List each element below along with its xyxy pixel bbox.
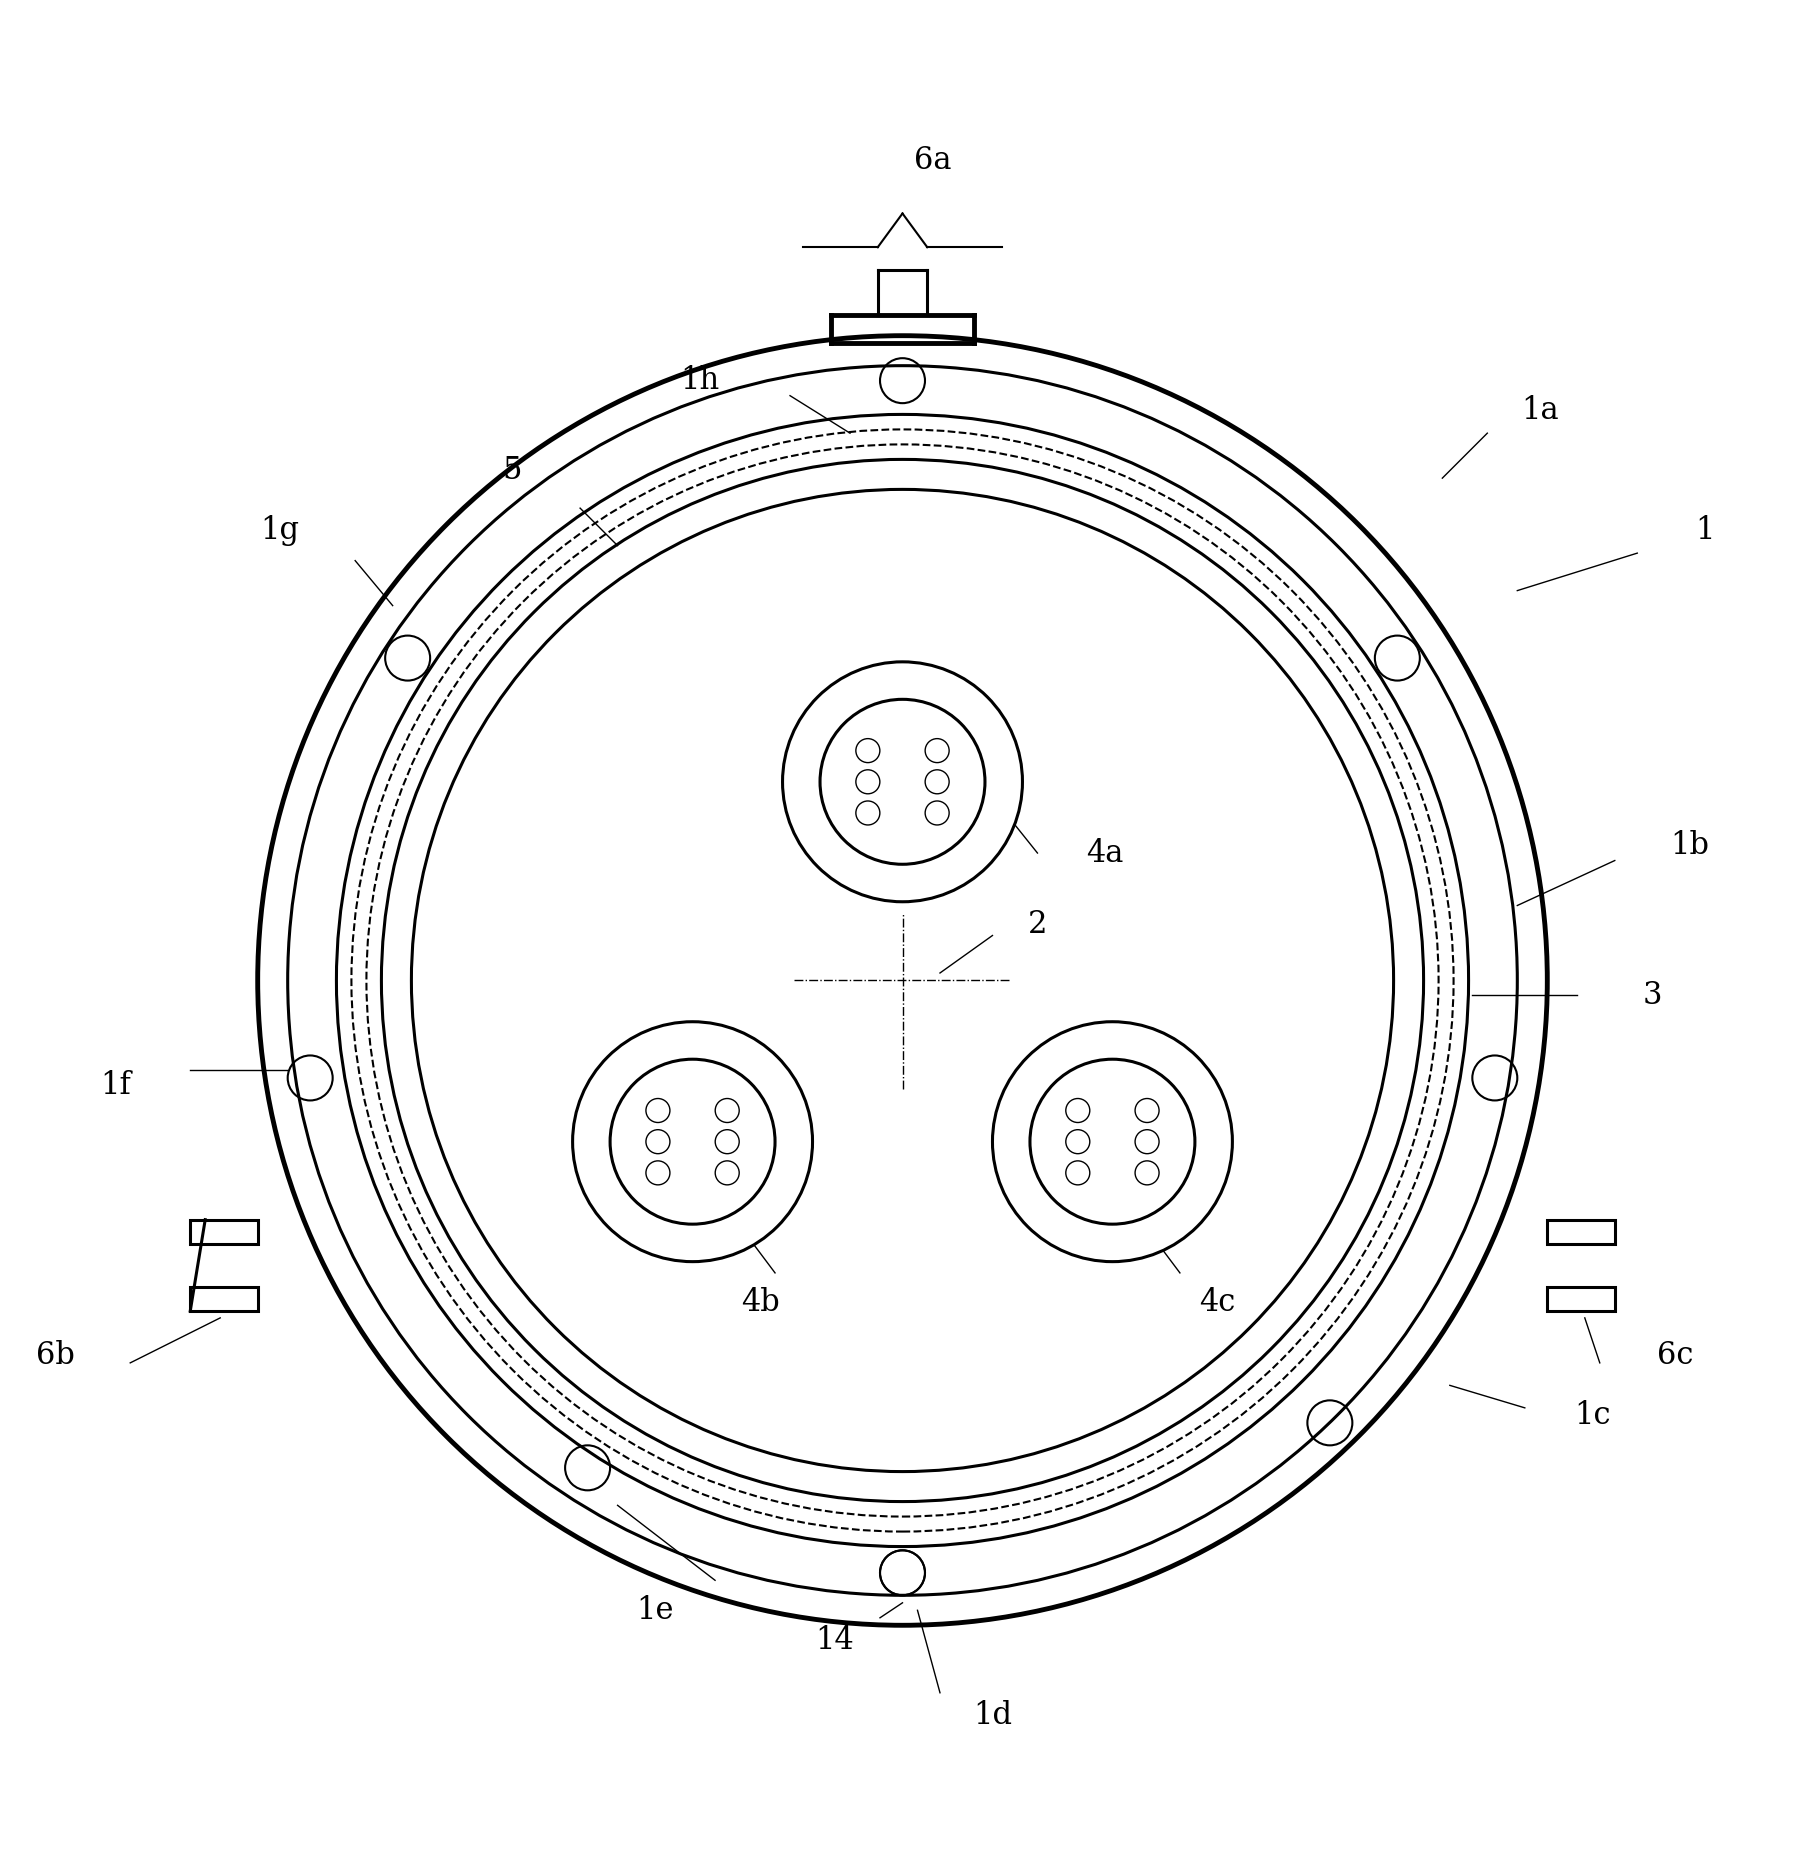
Polygon shape xyxy=(190,1220,258,1244)
Text: 6a: 6a xyxy=(913,146,951,176)
Text: 4b: 4b xyxy=(740,1287,780,1319)
Text: 1a: 1a xyxy=(1522,395,1558,427)
Circle shape xyxy=(715,1098,740,1123)
Circle shape xyxy=(926,769,949,793)
Circle shape xyxy=(926,801,949,825)
Text: 1h: 1h xyxy=(680,365,720,397)
Text: 3: 3 xyxy=(1643,980,1662,1010)
Text: 14: 14 xyxy=(816,1624,854,1656)
Text: 4c: 4c xyxy=(1199,1287,1236,1319)
Circle shape xyxy=(926,739,949,763)
Text: 1g: 1g xyxy=(260,515,300,546)
Circle shape xyxy=(1135,1098,1159,1123)
Text: 1: 1 xyxy=(1695,515,1715,546)
Text: 1f: 1f xyxy=(99,1070,130,1100)
Circle shape xyxy=(572,1022,812,1261)
Circle shape xyxy=(646,1160,670,1184)
Text: 1c: 1c xyxy=(1574,1400,1610,1431)
Polygon shape xyxy=(190,1287,258,1312)
Circle shape xyxy=(1135,1130,1159,1154)
Text: 6c: 6c xyxy=(1657,1340,1693,1371)
Circle shape xyxy=(1135,1160,1159,1184)
Circle shape xyxy=(715,1130,740,1154)
Text: 1e: 1e xyxy=(637,1594,673,1626)
Circle shape xyxy=(819,700,986,864)
Circle shape xyxy=(856,769,879,793)
Text: 4a: 4a xyxy=(1087,838,1125,868)
Circle shape xyxy=(1065,1130,1090,1154)
Circle shape xyxy=(783,662,1022,902)
Text: 2: 2 xyxy=(1027,909,1047,939)
Circle shape xyxy=(646,1130,670,1154)
Circle shape xyxy=(610,1059,774,1224)
Polygon shape xyxy=(1547,1287,1615,1312)
Text: 5: 5 xyxy=(504,455,522,486)
Circle shape xyxy=(856,801,879,825)
Circle shape xyxy=(1065,1098,1090,1123)
Text: 6b: 6b xyxy=(36,1340,74,1371)
Circle shape xyxy=(1031,1059,1195,1224)
Circle shape xyxy=(993,1022,1233,1261)
Polygon shape xyxy=(1547,1220,1615,1244)
Circle shape xyxy=(646,1098,670,1123)
Text: 1b: 1b xyxy=(1670,831,1709,861)
Circle shape xyxy=(715,1160,740,1184)
Circle shape xyxy=(1065,1160,1090,1184)
Circle shape xyxy=(856,739,879,763)
Text: 1d: 1d xyxy=(973,1699,1013,1731)
